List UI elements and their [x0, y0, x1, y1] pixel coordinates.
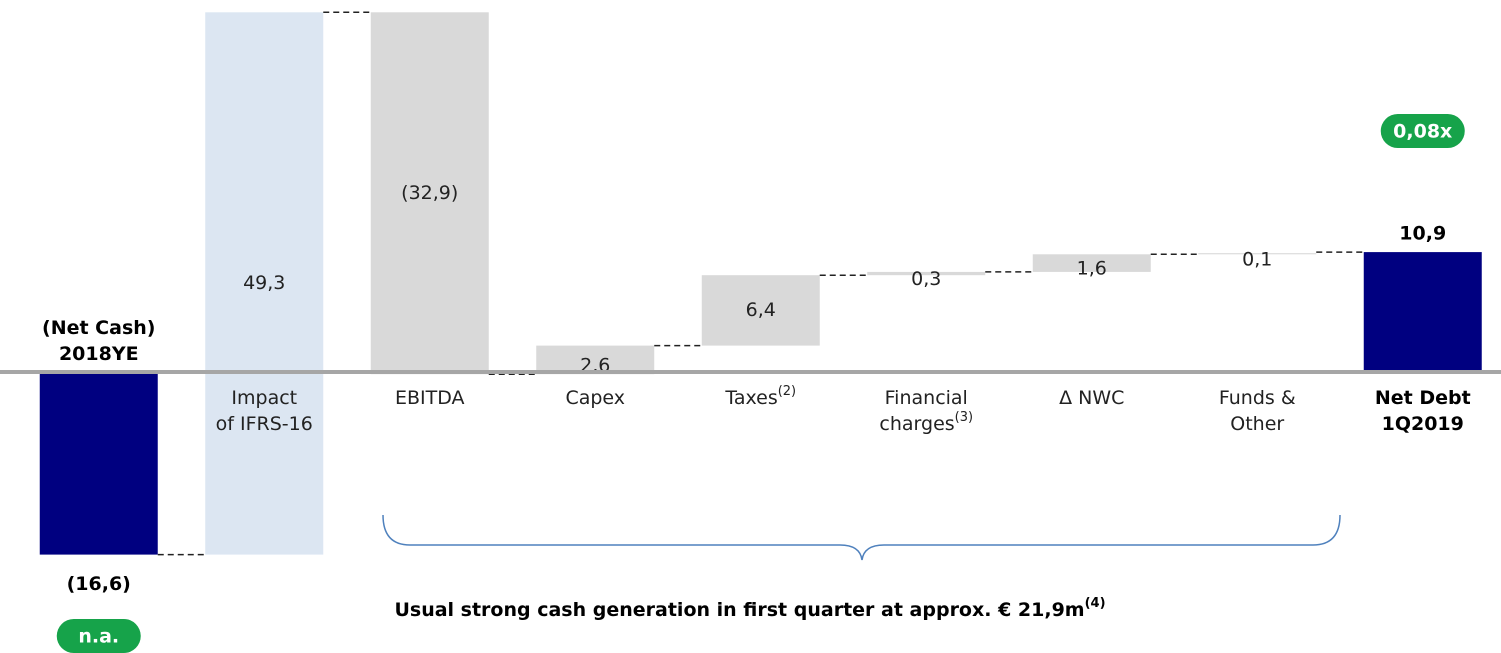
bar [1363, 252, 1482, 372]
category-line: Financial [885, 387, 968, 409]
category-label: Capex [565, 387, 625, 409]
bar [1032, 254, 1151, 272]
category-label: Taxes(2) [724, 384, 796, 409]
brace [382, 514, 1341, 561]
category-note: (3) [955, 410, 973, 425]
category-line: of IFRS-16 [216, 413, 313, 435]
value-label: 1,6 [1077, 258, 1107, 280]
category-line: charges [879, 413, 954, 435]
category-label: (Net Cash) 2018YE [42, 317, 155, 365]
value-label: (16,6) [67, 573, 131, 595]
bar [370, 12, 489, 375]
bar [536, 345, 655, 375]
category-note: (2) [778, 384, 796, 399]
category-line: Taxes [724, 387, 777, 409]
value-label: (32,9) [401, 182, 458, 204]
category-line: Impact [231, 387, 297, 409]
value-label: 49,3 [243, 272, 285, 294]
category-line: EBITDA [395, 387, 465, 409]
category-label: Financial charges(3) [879, 387, 973, 435]
badge-label: 0,08x [1393, 121, 1452, 143]
category-label: Net Debt 1Q2019 [1375, 387, 1471, 435]
value-label: 0,3 [911, 268, 941, 290]
badge-label: n.a. [78, 626, 119, 648]
value-label: 0,1 [1242, 248, 1272, 270]
value-label: 6,4 [746, 299, 776, 321]
annotation: Usual strong cash generation in first qu… [394, 596, 1105, 621]
category-line: Capex [565, 387, 625, 409]
bar [1198, 253, 1317, 255]
category-label: Impact of IFRS-16 [216, 387, 313, 435]
category-line: 1Q2019 [1382, 413, 1464, 435]
category-label: Δ NWC [1059, 387, 1124, 409]
bar [867, 271, 986, 276]
category-label: Funds & Other [1219, 387, 1296, 435]
bar [701, 275, 820, 346]
category-line: Δ NWC [1059, 387, 1124, 409]
bar [205, 12, 324, 555]
badge [56, 619, 141, 653]
category-line: 2018YE [59, 343, 139, 365]
value-label: 10,9 [1399, 223, 1446, 245]
category-line: Other [1230, 413, 1284, 435]
category-label: EBITDA [395, 387, 465, 409]
category-line: (Net Cash) [42, 317, 155, 339]
category-line: Net Debt [1375, 387, 1471, 409]
category-line: Funds & [1219, 387, 1296, 409]
bar [39, 372, 158, 555]
badge [1380, 114, 1465, 148]
